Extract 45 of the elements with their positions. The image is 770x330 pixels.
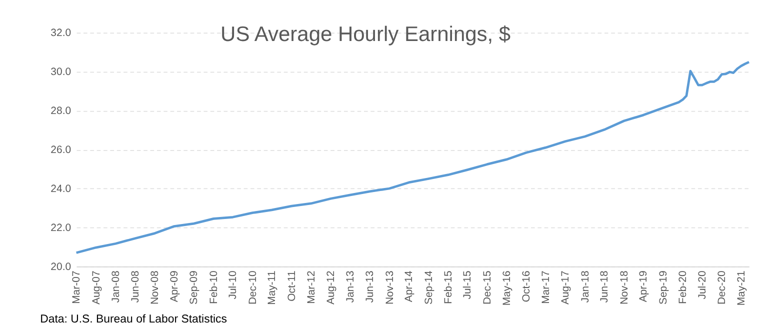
x-tick-label: Jun-13 (365, 270, 376, 303)
x-tick-label: Dec-10 (248, 270, 259, 305)
x-tick-label: May-11 (267, 270, 278, 305)
x-tick-label: Sep-19 (658, 270, 670, 305)
x-tick-label: Jul-10 (228, 270, 240, 300)
x-tick-label: Feb-20 (678, 270, 690, 304)
x-tick-label: Apr-19 (638, 270, 650, 302)
x-tick-label: Aug-12 (326, 270, 338, 305)
x-tick-label: Apr-14 (404, 270, 416, 302)
line-series (75, 60, 750, 254)
x-tick-label: Nov-08 (150, 270, 162, 305)
x-tick-label: May-21 (736, 270, 748, 306)
y-tick-label: 26.0 (50, 144, 72, 156)
x-tick-label: Sep-14 (424, 270, 435, 305)
y-tick-label: 22.0 (50, 222, 72, 234)
y-tick-label: 32.0 (50, 28, 72, 39)
x-tick-label: Aug-17 (560, 270, 572, 305)
y-tick-label: 28.0 (50, 106, 72, 117)
x-tick-label: Jan-13 (346, 270, 357, 303)
x-tick-label: Nov-18 (619, 270, 630, 305)
x-tick-label: Aug-07 (91, 270, 102, 305)
x-tick-label: May-16 (502, 270, 513, 306)
x-tick-label: Mar-17 (540, 270, 552, 304)
chart-title: US Average Hourly Earnings, $ (220, 23, 511, 46)
x-tick-label: Dec-15 (482, 270, 494, 305)
x-tick-label: Oct-11 (286, 270, 298, 302)
x-tick-label: Apr-09 (170, 270, 181, 302)
y-tick-label: 24.0 (50, 184, 72, 195)
x-tick-label: Feb-15 (443, 270, 454, 304)
y-tick-label: 20.0 (50, 262, 72, 273)
text: Data: U.S. Bureau of Labor Statistics (40, 314, 228, 326)
x-tick-label: Feb-10 (208, 270, 220, 304)
x-tick-label: Jun-18 (600, 270, 611, 303)
x-tick-label: Jul-20 (697, 270, 708, 300)
y-tick-label: 30.0 (50, 66, 72, 78)
x-tick-label: Mar-12 (306, 270, 318, 304)
x-tick-label: Oct-16 (522, 270, 533, 302)
x-tick-label: Sep-09 (189, 270, 200, 305)
x-tick-label: Jan-18 (580, 270, 592, 303)
x-tick-label: Jan-08 (110, 270, 122, 303)
x-tick-label: Jun-08 (130, 270, 142, 303)
x-tick-label: Mar-07 (72, 270, 83, 304)
x-tick-label: Nov-13 (384, 270, 396, 305)
x-tick-label: Jul-15 (462, 270, 474, 300)
x-tick-label: Dec-20 (717, 270, 728, 305)
